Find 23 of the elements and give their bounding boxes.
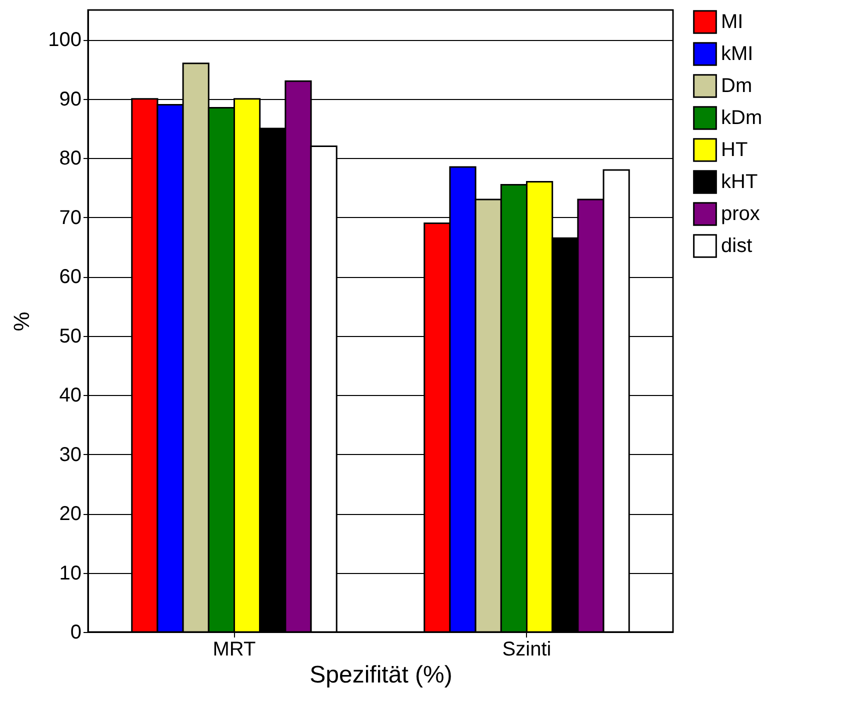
legend-label: MI bbox=[721, 11, 744, 33]
y-tick-label: 30 bbox=[59, 444, 82, 466]
x-tick-label: Szinti bbox=[502, 638, 552, 660]
y-tick-label: 70 bbox=[59, 206, 82, 229]
x-axis-title: Spezifität (%) bbox=[310, 662, 452, 688]
y-axis-title: % bbox=[9, 312, 34, 332]
y-tick-label: 60 bbox=[59, 266, 82, 288]
y-tick-label: 20 bbox=[59, 503, 82, 526]
y-tick-label: 90 bbox=[59, 88, 82, 110]
legend-label: kHT bbox=[721, 171, 758, 193]
legend-label: prox bbox=[721, 203, 760, 225]
y-tick-label: 100 bbox=[48, 29, 82, 52]
legend-label: HT bbox=[721, 139, 748, 161]
legend-label: Dm bbox=[721, 75, 752, 97]
y-tick-label: 50 bbox=[59, 325, 82, 348]
legend-label: dist bbox=[721, 235, 753, 257]
y-tick-label: 10 bbox=[59, 562, 82, 584]
x-tick-label: MRT bbox=[212, 638, 256, 660]
y-tick-label: 80 bbox=[59, 148, 82, 170]
y-tick-label: 40 bbox=[59, 384, 82, 407]
legend-label: kMI bbox=[721, 43, 754, 65]
y-tick-label: 0 bbox=[70, 622, 82, 644]
legend-label: kDm bbox=[721, 107, 762, 129]
